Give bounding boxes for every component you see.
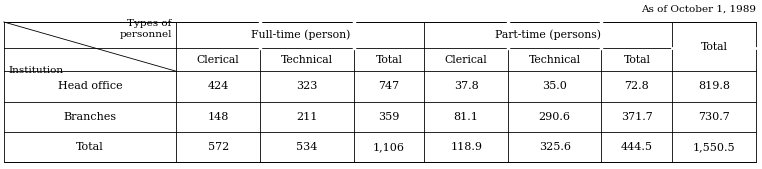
Text: Technical: Technical — [280, 55, 333, 65]
Text: 359: 359 — [378, 112, 399, 122]
Text: 81.1: 81.1 — [453, 112, 479, 122]
Text: Clerical: Clerical — [445, 55, 488, 65]
Text: Institution: Institution — [8, 66, 63, 75]
Text: Total: Total — [623, 55, 651, 65]
Text: Total: Total — [376, 55, 402, 65]
Text: Part-time (persons): Part-time (persons) — [495, 30, 601, 40]
Text: Branches: Branches — [63, 112, 117, 122]
Text: 290.6: 290.6 — [539, 112, 571, 122]
Text: Head office: Head office — [58, 81, 123, 91]
Text: 211: 211 — [296, 112, 318, 122]
Text: 148: 148 — [207, 112, 229, 122]
Text: Full-time (person): Full-time (person) — [251, 30, 350, 40]
Text: 325.6: 325.6 — [539, 142, 571, 152]
Text: Clerical: Clerical — [197, 55, 239, 65]
Text: 1,106: 1,106 — [373, 142, 405, 152]
Bar — [4, 22, 756, 162]
Text: 819.8: 819.8 — [698, 81, 730, 91]
Text: 323: 323 — [296, 81, 318, 91]
Text: 572: 572 — [207, 142, 229, 152]
Text: 37.8: 37.8 — [454, 81, 479, 91]
Text: Total: Total — [700, 42, 728, 52]
Text: 1,550.5: 1,550.5 — [693, 142, 735, 152]
Text: Types of
personnel: Types of personnel — [120, 19, 171, 39]
Text: Total: Total — [76, 142, 104, 152]
Text: 72.8: 72.8 — [625, 81, 649, 91]
Text: 534: 534 — [296, 142, 318, 152]
Text: As of October 1, 1989: As of October 1, 1989 — [641, 5, 756, 14]
Text: 730.7: 730.7 — [698, 112, 730, 122]
Text: 424: 424 — [207, 81, 229, 91]
Text: 747: 747 — [379, 81, 399, 91]
Text: 118.9: 118.9 — [450, 142, 482, 152]
Text: 35.0: 35.0 — [543, 81, 567, 91]
Text: 371.7: 371.7 — [621, 112, 653, 122]
Text: Technical: Technical — [529, 55, 581, 65]
Text: 444.5: 444.5 — [621, 142, 653, 152]
